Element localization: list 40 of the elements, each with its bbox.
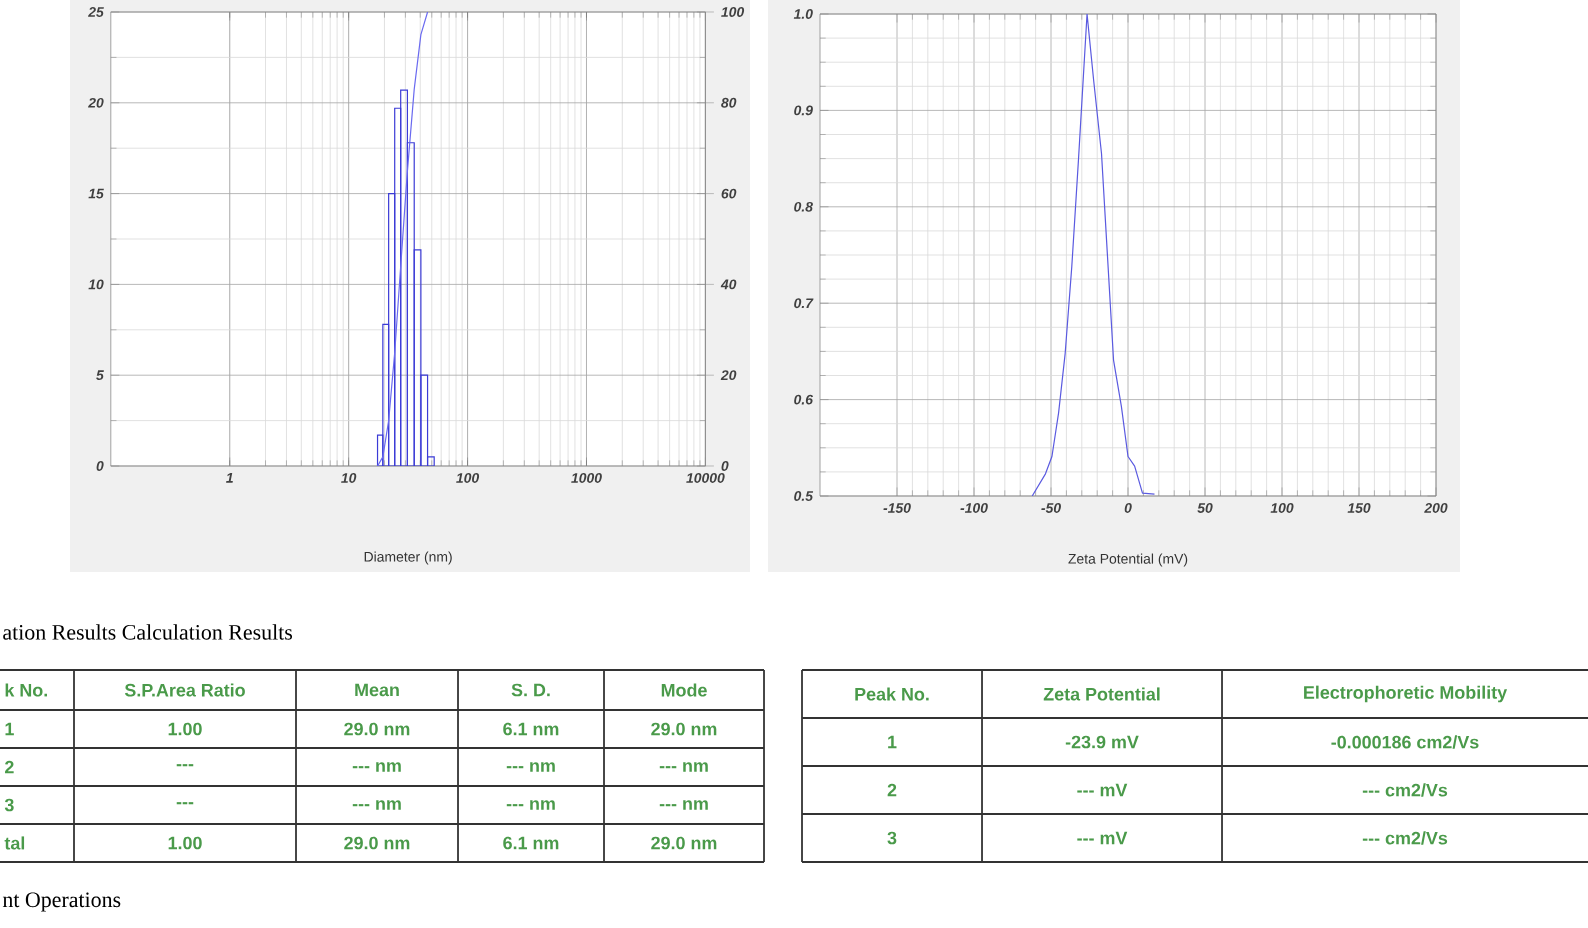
text: 6.1 nm [503,722,559,736]
text: --- mV [1077,831,1128,845]
text: --- [176,764,194,767]
text: 6.1 nm [503,836,559,850]
text: 29.0 nm [344,836,410,850]
text: 1 [5,722,14,736]
text: 2 [5,760,14,774]
text: tal [4,836,25,850]
text: 1.00 [168,836,202,850]
text: --- nm [659,762,708,772]
text: --- nm [352,800,401,810]
category-label: Mean [355,683,399,697]
text: --- cm2/Vs [1362,783,1448,797]
text: 1.00 [168,722,202,736]
text: --- nm [352,762,401,772]
text: 1 [888,735,897,749]
text: 3 [4,798,14,812]
line-series [1031,14,1156,496]
category-label: Electrophoretic Mobility [1304,685,1508,703]
text: --- nm [506,800,555,810]
category-label: S.P.Area Ratio [124,683,245,697]
text: -23.9 mV [1065,735,1139,749]
category-label: Zeta Potential [1043,687,1160,701]
category-label: Mode [661,683,707,697]
category-label: Peak No. [855,687,929,701]
text: 29.0 nm [651,722,717,736]
text: -0.000186 cm2/Vs [1331,735,1479,749]
text: 3 [887,831,897,845]
text: 2 [887,783,897,797]
text: --- [176,802,194,805]
category-label: S. D. [511,683,550,697]
text: --- mV [1077,783,1128,797]
text: --- nm [506,762,555,772]
text: ation Results Calculation Results [3,624,293,640]
category-label: k No. [5,683,47,697]
text: --- nm [659,800,708,810]
text: --- cm2/Vs [1362,831,1448,845]
text: nt Operations [2,892,121,912]
text: 29.0 nm [651,836,717,850]
text: 29.0 nm [344,722,410,736]
